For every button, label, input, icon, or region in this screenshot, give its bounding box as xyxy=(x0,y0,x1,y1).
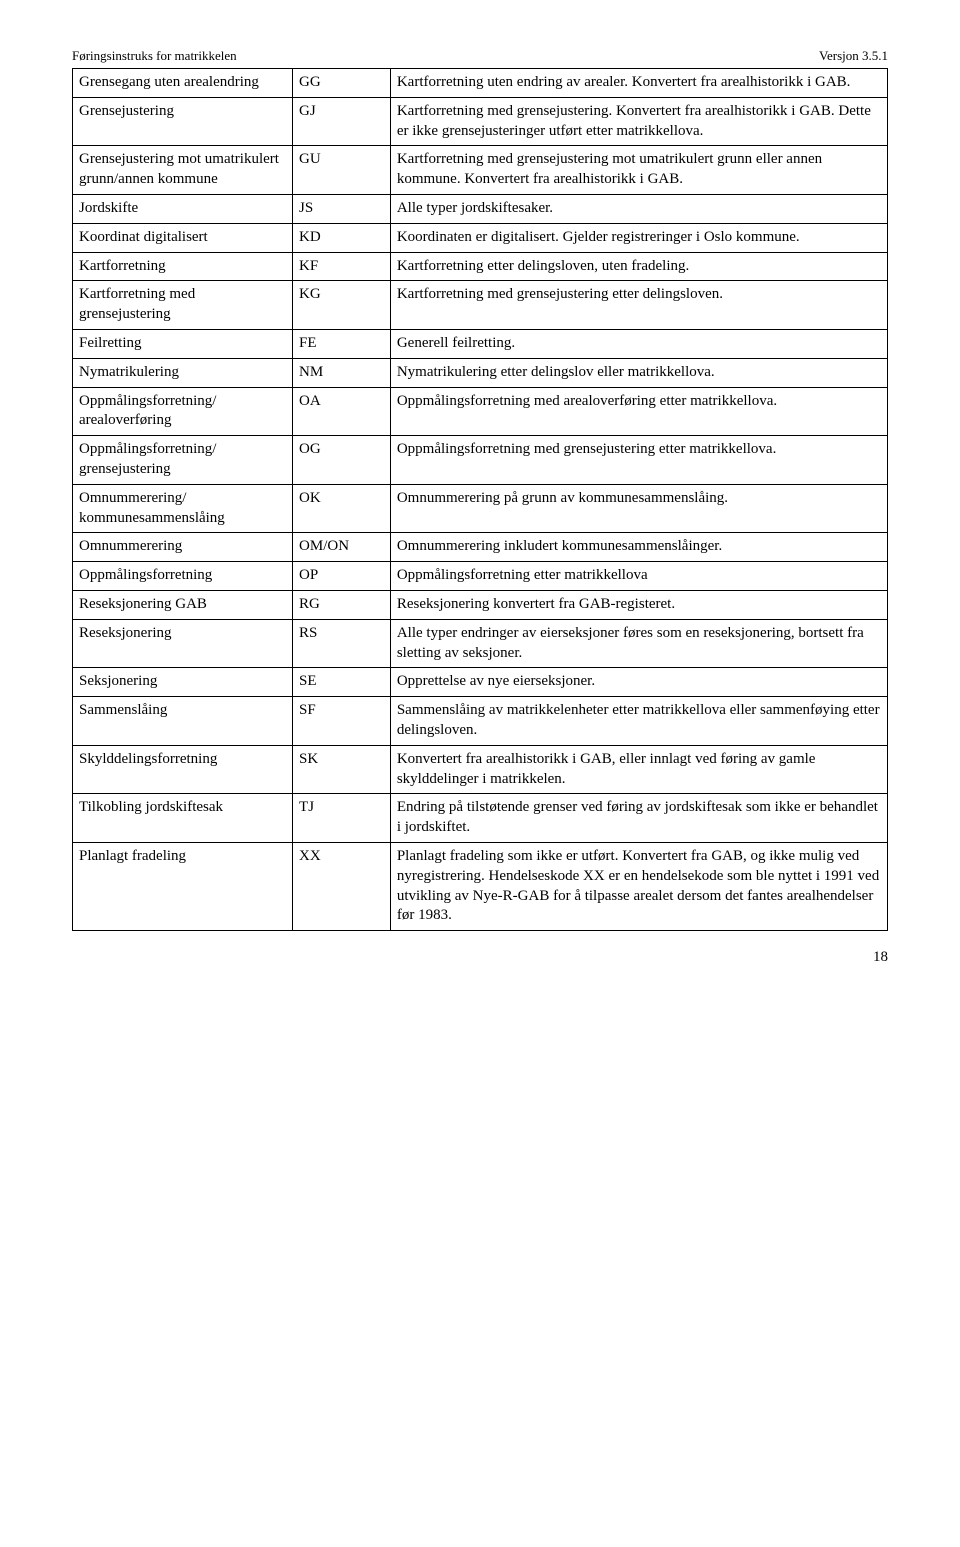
cell-code: KD xyxy=(293,223,391,252)
cell-name: Oppmålingsforretning xyxy=(73,562,293,591)
cell-name: Jordskifte xyxy=(73,194,293,223)
table-row: Planlagt fradelingXXPlanlagt fradeling s… xyxy=(73,842,888,930)
table-row: OmnummereringOM/ONOmnummerering inkluder… xyxy=(73,533,888,562)
cell-code: NM xyxy=(293,358,391,387)
page-header: Føringsinstruks for matrikkelen Versjon … xyxy=(72,48,888,64)
cell-description: Alle typer jordskiftesaker. xyxy=(390,194,887,223)
table-row: JordskifteJSAlle typer jordskiftesaker. xyxy=(73,194,888,223)
cell-description: Reseksjonering konvertert fra GAB-regist… xyxy=(390,590,887,619)
cell-description: Kartforretning med grensejustering etter… xyxy=(390,281,887,330)
cell-name: Reseksjonering GAB xyxy=(73,590,293,619)
cell-code: SF xyxy=(293,697,391,746)
cell-code: TJ xyxy=(293,794,391,843)
table-row: FeilrettingFEGenerell feilretting. xyxy=(73,329,888,358)
table-row: OppmålingsforretningOPOppmålingsforretni… xyxy=(73,562,888,591)
cell-name: Reseksjonering xyxy=(73,619,293,668)
cell-description: Koordinaten er digitalisert. Gjelder reg… xyxy=(390,223,887,252)
table-row: KartforretningKFKartforretning etter del… xyxy=(73,252,888,281)
cell-name: Planlagt fradeling xyxy=(73,842,293,930)
cell-description: Oppmålingsforretning etter matrikkellova xyxy=(390,562,887,591)
cell-name: Seksjonering xyxy=(73,668,293,697)
cell-description: Oppmålingsforretning med grensejustering… xyxy=(390,436,887,485)
cell-description: Oppmålingsforretning med arealoverføring… xyxy=(390,387,887,436)
cell-code: SE xyxy=(293,668,391,697)
cell-name: Omnummerering xyxy=(73,533,293,562)
cell-description: Sammenslåing av matrikkelenheter etter m… xyxy=(390,697,887,746)
cell-name: Nymatrikulering xyxy=(73,358,293,387)
cell-description: Planlagt fradeling som ikke er utført. K… xyxy=(390,842,887,930)
table-row: Oppmålingsforretning/ arealoverføringOAO… xyxy=(73,387,888,436)
cell-code: SK xyxy=(293,745,391,794)
cell-name: Koordinat digitalisert xyxy=(73,223,293,252)
cell-code: KG xyxy=(293,281,391,330)
cell-name: Oppmålingsforretning/ grensejustering xyxy=(73,436,293,485)
cell-description: Alle typer endringer av eierseksjoner fø… xyxy=(390,619,887,668)
table-row: ReseksjoneringRSAlle typer endringer av … xyxy=(73,619,888,668)
cell-name: Kartforretning med grensejustering xyxy=(73,281,293,330)
table-row: Oppmålingsforretning/ grensejusteringOGO… xyxy=(73,436,888,485)
cell-code: GG xyxy=(293,69,391,98)
cell-code: FE xyxy=(293,329,391,358)
cell-description: Omnummerering på grunn av kommunesammens… xyxy=(390,484,887,533)
cell-description: Konvertert fra arealhistorikk i GAB, ell… xyxy=(390,745,887,794)
cell-name: Feilretting xyxy=(73,329,293,358)
cell-name: Omnummerering/ kommunesammenslåing xyxy=(73,484,293,533)
cell-description: Kartforretning med grensejustering mot u… xyxy=(390,146,887,195)
cell-code: OA xyxy=(293,387,391,436)
cell-code: OM/ON xyxy=(293,533,391,562)
cell-code: JS xyxy=(293,194,391,223)
cell-name: Grensegang uten arealendring xyxy=(73,69,293,98)
cell-code: OG xyxy=(293,436,391,485)
table-row: Kartforretning med grensejusteringKGKart… xyxy=(73,281,888,330)
table-row: GrensejusteringGJKartforretning med gren… xyxy=(73,97,888,146)
cell-description: Generell feilretting. xyxy=(390,329,887,358)
cell-name: Sammenslåing xyxy=(73,697,293,746)
code-table: Grensegang uten arealendringGGKartforret… xyxy=(72,68,888,931)
cell-name: Kartforretning xyxy=(73,252,293,281)
cell-description: Kartforretning med grensejustering. Konv… xyxy=(390,97,887,146)
cell-code: RG xyxy=(293,590,391,619)
table-row: SammenslåingSFSammenslåing av matrikkele… xyxy=(73,697,888,746)
cell-description: Endring på tilstøtende grenser ved førin… xyxy=(390,794,887,843)
table-row: SkylddelingsforretningSKKonvertert fra a… xyxy=(73,745,888,794)
table-row: Reseksjonering GABRGReseksjonering konve… xyxy=(73,590,888,619)
table-row: Koordinat digitalisertKDKoordinaten er d… xyxy=(73,223,888,252)
table-row: NymatrikuleringNMNymatrikulering etter d… xyxy=(73,358,888,387)
cell-name: Grensejustering xyxy=(73,97,293,146)
cell-code: GJ xyxy=(293,97,391,146)
page-number: 18 xyxy=(72,949,888,966)
cell-description: Opprettelse av nye eierseksjoner. xyxy=(390,668,887,697)
cell-code: XX xyxy=(293,842,391,930)
table-row: Tilkobling jordskiftesakTJEndring på til… xyxy=(73,794,888,843)
cell-code: KF xyxy=(293,252,391,281)
cell-description: Omnummerering inkludert kommunesammenslå… xyxy=(390,533,887,562)
table-row: SeksjoneringSEOpprettelse av nye eiersek… xyxy=(73,668,888,697)
header-left: Føringsinstruks for matrikkelen xyxy=(72,48,237,64)
cell-name: Skylddelingsforretning xyxy=(73,745,293,794)
header-right: Versjon 3.5.1 xyxy=(819,48,888,64)
cell-description: Kartforretning etter delingsloven, uten … xyxy=(390,252,887,281)
cell-code: OP xyxy=(293,562,391,591)
cell-description: Kartforretning uten endring av arealer. … xyxy=(390,69,887,98)
cell-code: OK xyxy=(293,484,391,533)
cell-code: GU xyxy=(293,146,391,195)
table-row: Grensegang uten arealendringGGKartforret… xyxy=(73,69,888,98)
cell-code: RS xyxy=(293,619,391,668)
cell-name: Tilkobling jordskiftesak xyxy=(73,794,293,843)
table-row: Grensejustering mot umatrikulert grunn/a… xyxy=(73,146,888,195)
table-row: Omnummerering/ kommunesammenslåingOKOmnu… xyxy=(73,484,888,533)
cell-description: Nymatrikulering etter delingslov eller m… xyxy=(390,358,887,387)
cell-name: Grensejustering mot umatrikulert grunn/a… xyxy=(73,146,293,195)
cell-name: Oppmålingsforretning/ arealoverføring xyxy=(73,387,293,436)
